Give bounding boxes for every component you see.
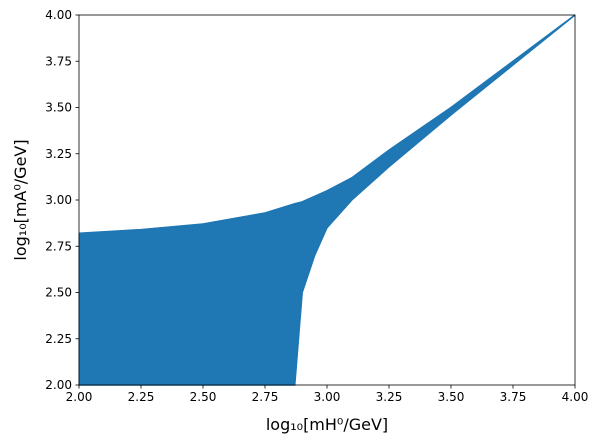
x-tick-label: 2.00 [66,390,93,404]
x-tick-label: 3.25 [376,390,403,404]
y-tick-label: 2.00 [45,378,72,392]
y-tick-label: 3.00 [45,193,72,207]
y-tick-label: 2.75 [45,239,72,253]
x-tick-label: 2.50 [190,390,217,404]
x-tick-label: 2.25 [128,390,155,404]
x-tick-label: 2.75 [252,390,279,404]
x-tick-label: 3.50 [438,390,465,404]
x-tick-label: 3.00 [314,390,341,404]
y-tick-label: 3.50 [45,101,72,115]
y-axis-label: log₁₀[mA⁰/GeV] [11,139,30,260]
y-tick-label: 3.25 [45,147,72,161]
x-tick-label: 4.00 [562,390,589,404]
y-tick-label: 2.25 [45,332,72,346]
x-axis-label: log₁₀[mH⁰/GeV] [266,415,388,434]
y-tick-label: 3.75 [45,54,72,68]
x-tick-label: 3.75 [500,390,527,404]
upper-boundary [78,14,576,235]
y-tick-label: 4.00 [45,8,72,22]
y-tick-label: 2.50 [45,286,72,300]
